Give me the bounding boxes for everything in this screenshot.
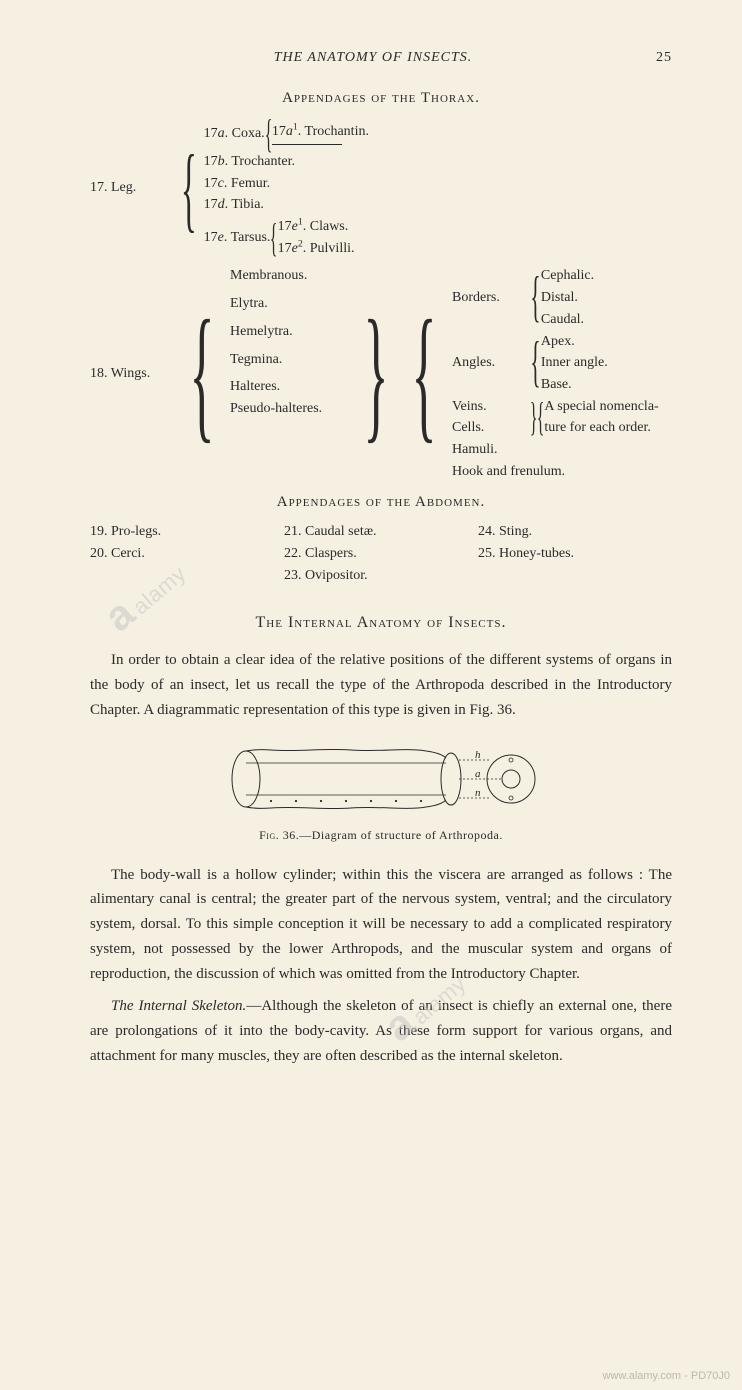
abdomen-item: 25. Honey-tubes. [478,543,672,565]
brace-icon: { [270,221,278,255]
running-title: THE ANATOMY OF INSECTS. [90,50,656,66]
running-head: THE ANATOMY OF INSECTS. 25 [90,50,672,66]
brace-icon: { [181,148,197,229]
angle-item: Base. [541,374,608,396]
border-item: Caudal. [541,309,594,331]
brace-icon: { [530,339,540,387]
page-number: 25 [656,50,672,66]
brace-icon: { [264,117,272,151]
leg-17e1: 17e1. Claws. [278,216,355,238]
fig-label-n: n [475,787,481,799]
leg-17e: 17e. Tarsus. [204,227,271,249]
paragraph-2: The body-wall is a hollow cylinder; with… [90,863,672,987]
border-item: Distal. [541,287,594,309]
wings-section: 18. Wings. { Membranous. Elytra. Hemelyt… [90,265,672,482]
leg-17a1: 17a1. Trochantin. [272,121,369,143]
wing-type: Tegmina. [230,349,348,371]
wings-hamuli: Hamuli. [452,439,659,461]
wings-veins: Veins. [452,396,530,418]
abdomen-item: 23. Ovipositor. [284,565,478,587]
leg-section: 17. Leg. { 17a. Coxa. { 17a1. Trochantin… [90,117,672,259]
brace-icon: { [411,310,436,438]
angle-item: Apex. [541,331,608,353]
fig-label-h: h [475,749,481,761]
wing-type: Halteres. [230,376,348,398]
brace-icon: } [363,310,388,438]
section-heading-internal: The Internal Anatomy of Insects. [90,614,672,632]
wings-hook: Hook and frenulum. [452,461,659,483]
figure-caption: Fig. 36.—Diagram of structure of Arthrop… [90,828,672,843]
abdomen-item: 24. Sting. [478,521,672,543]
leg-17b: 17b. Trochanter. [204,151,369,173]
caption-lead: Fig. 36. [259,828,299,842]
leg-17a: 17a. Coxa. [204,123,265,145]
abdomen-item: 19. Pro-legs. [90,521,284,543]
leg-17d: 17d. Tibia. [204,194,369,216]
leg-17c: 17c. Femur. [204,173,369,195]
figure-36: h a n [90,743,672,820]
abdomen-item: 20. Cerci. [90,543,284,565]
page: THE ANATOMY OF INSECTS. 25 Appendages of… [0,0,742,1390]
rule-line [272,144,342,145]
wings-borders: Borders. [452,287,530,309]
fig-label-a: a [475,768,481,780]
abdomen-item: 21. Caudal setæ. [284,521,478,543]
angle-item: Inner angle. [541,352,608,374]
wing-type: Membranous. [230,265,348,287]
paragraph-1: In order to obtain a clear idea of the r… [90,648,672,722]
wing-type: Hemelytra. [230,321,348,343]
wing-type: Elytra. [230,293,348,315]
wings-angles: Angles. [452,352,530,374]
section-heading-thorax: Appendages of the Thorax. [90,90,672,107]
wing-type: Pseudo-halteres. [230,398,348,420]
caption-rest: —Diagram of structure of Arthropoda. [299,828,503,842]
border-item: Cephalic. [541,265,594,287]
paragraph-3-lead: The Internal Skeleton. [111,998,246,1014]
brace-icon: { [189,310,214,438]
abdomen-item: 22. Claspers. [284,543,478,565]
paragraph-3: The Internal Skeleton.—Although the skel… [90,994,672,1068]
abdomen-row: 19. Pro-legs. 20. Cerci. 21. Caudal setæ… [90,521,672,586]
leg-label: 17. Leg. [90,177,178,199]
wings-note: A special nomencla- ture for each order. [544,396,658,439]
brace-icon: { [530,274,540,322]
wings-cells: Cells. [452,417,530,439]
leg-17e2: 17e2. Pulvilli. [278,238,355,260]
section-heading-abdomen: Appendages of the Abdomen. [90,494,672,511]
brace-icon: { [537,400,545,434]
wings-label: 18. Wings. [90,363,178,385]
